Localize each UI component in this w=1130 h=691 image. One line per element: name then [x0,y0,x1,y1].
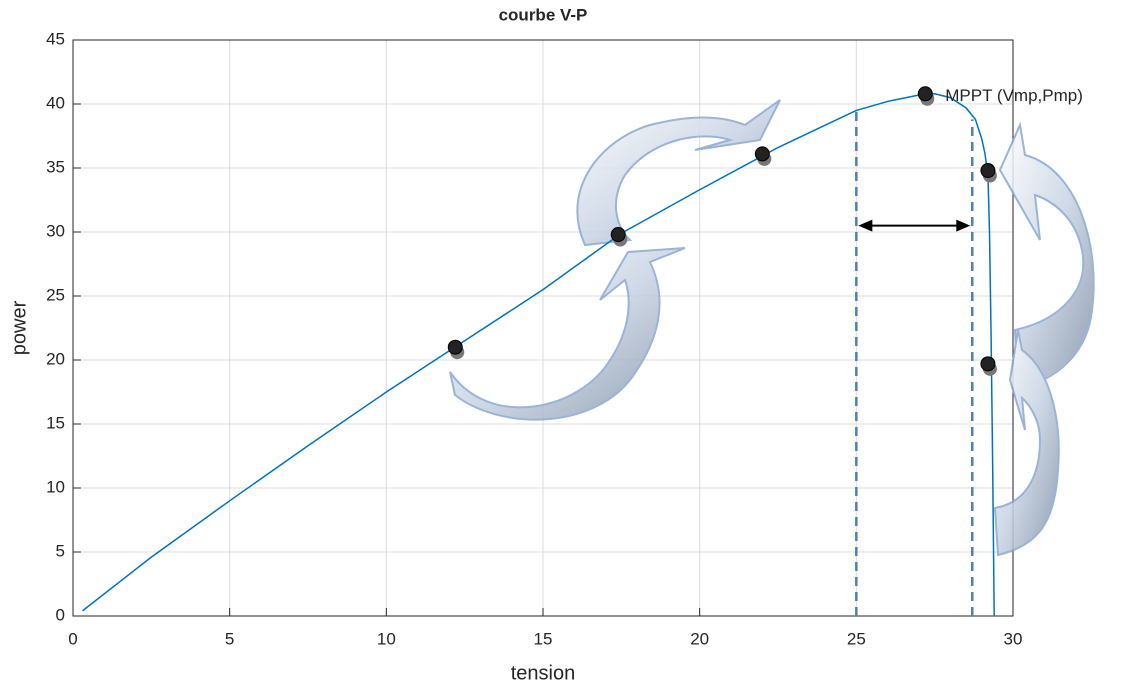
x-tick-label: 20 [690,629,709,648]
operating-point [980,356,996,372]
operating-point [754,146,770,162]
arrow-head [858,219,873,232]
x-tick-label: 15 [534,629,553,648]
y-tick-label: 20 [46,349,65,368]
grid [72,39,1014,617]
cycle-arrow [576,99,781,247]
operating-point [980,163,996,179]
x-tick-label: 5 [225,629,234,648]
y-tick-label: 30 [46,221,65,240]
cycle-arrow [993,329,1060,557]
y-tick-label: 5 [56,541,65,560]
y-tick-label: 0 [56,605,65,624]
y-tick-label: 40 [46,93,65,112]
y-tick-label: 25 [46,285,65,304]
cycle-arrows [449,99,1095,557]
x-tick-label: 0 [68,629,77,648]
y-tick-label: 15 [46,413,65,432]
x-tick-label: 30 [1004,629,1023,648]
y-tick-label: 35 [46,157,65,176]
x-tick-label: 25 [847,629,866,648]
operating-point [917,86,933,102]
cycle-arrow [449,247,686,421]
plot-area [81,86,997,617]
x-tick-label: 10 [377,629,396,648]
x-axis-label: tension [511,662,576,684]
operating-point [610,227,626,243]
axes-box [72,39,1014,617]
y-axis-label: power [8,300,30,355]
y-tick-label: 45 [46,29,65,48]
annotation: MPPT (Vmp,Pmp) [945,86,1083,105]
chart-title: courbe V-P [499,5,588,24]
pv-curve [81,93,995,617]
y-tick-label: 10 [46,477,65,496]
operating-point [447,339,463,355]
arrow-head [956,219,971,232]
